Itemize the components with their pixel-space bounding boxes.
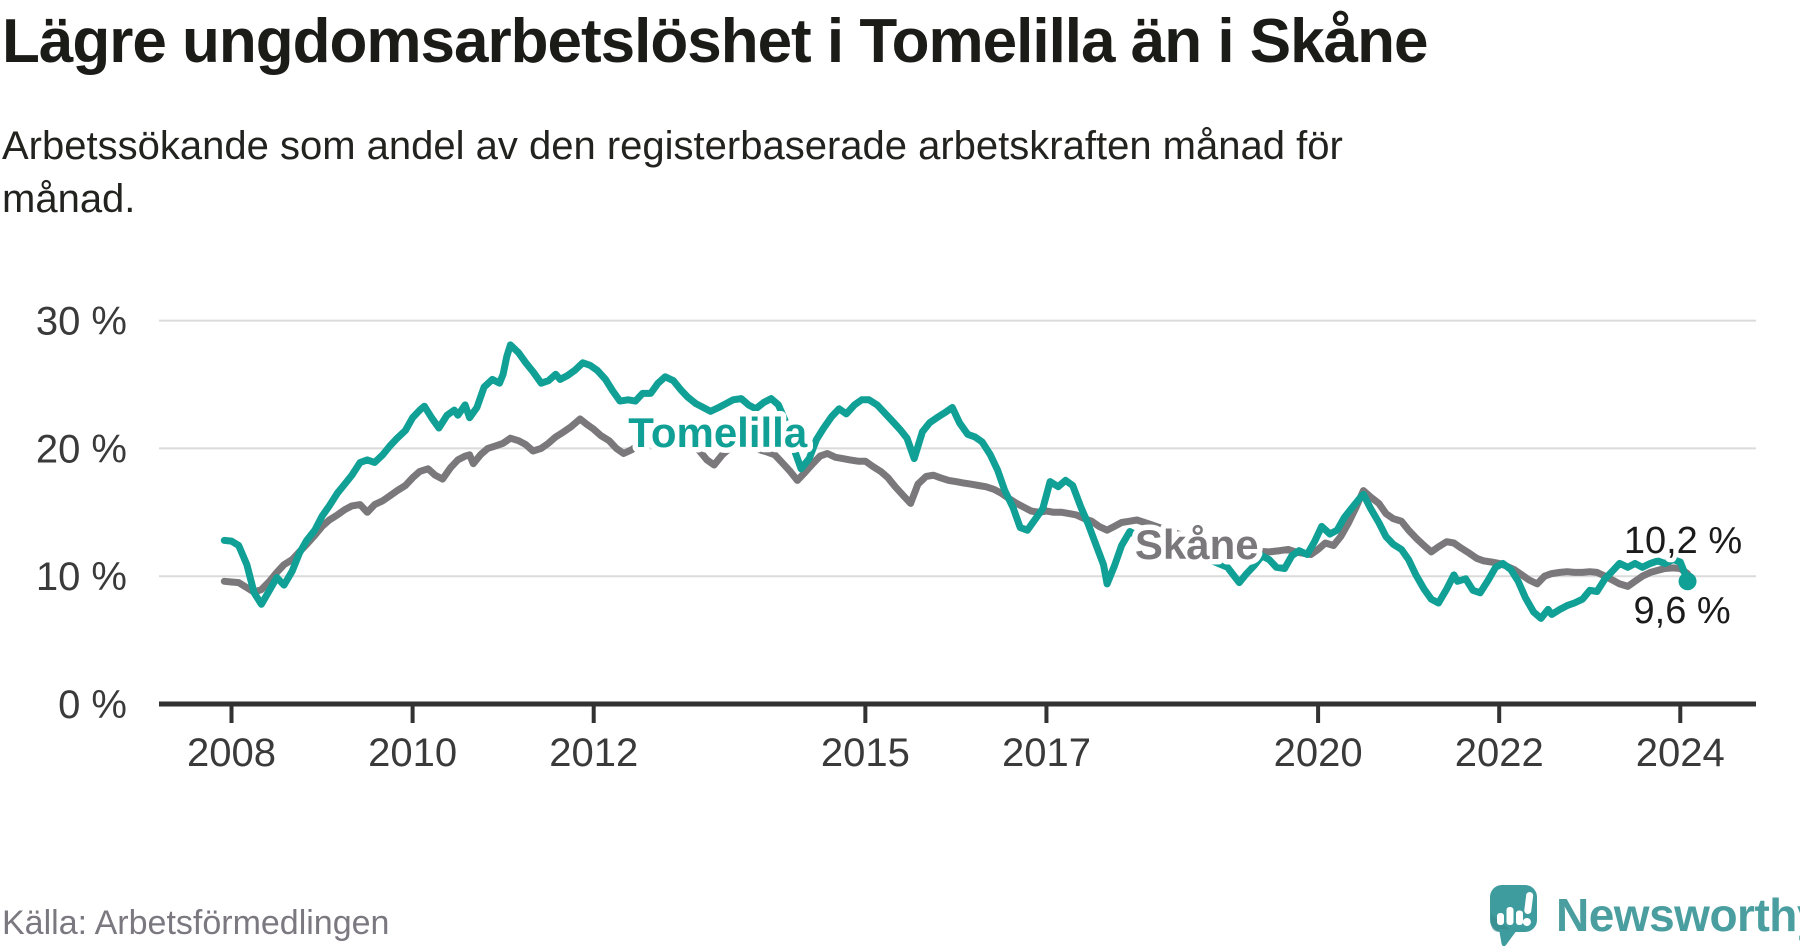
x-tick-label-2017: 2017 <box>1002 731 1091 775</box>
series-label-skne: Skåne <box>1135 521 1259 568</box>
y-tick-label-0: 0 % <box>58 683 127 727</box>
x-tick-label-2022: 2022 <box>1455 731 1544 775</box>
skne-line <box>220 415 1691 596</box>
x-tick-label-2020: 2020 <box>1274 731 1363 775</box>
end-value-label-tomelilla: 9,6 % <box>1634 590 1731 632</box>
y-tick-label-10: 10 % <box>36 555 127 599</box>
series-label-tomelilla: Tomelilla <box>628 409 808 456</box>
newsworthy-logo: Newsworthy <box>1489 884 1800 948</box>
y-tick-label-30: 30 % <box>36 300 127 344</box>
brand-name: Newsworthy <box>1556 889 1800 941</box>
x-tick-label-2010: 2010 <box>368 731 457 775</box>
chart-subtitle: Arbetssökande som andel av den registerb… <box>2 124 1343 221</box>
end-value-label-skne: 10,2 % <box>1624 520 1742 562</box>
tomelilla-line <box>220 341 1691 622</box>
x-tick-label-2008: 2008 <box>187 731 276 775</box>
x-tick-label-2015: 2015 <box>821 731 910 775</box>
x-tick-label-2012: 2012 <box>549 731 638 775</box>
y-tick-label-20: 20 % <box>36 427 127 471</box>
tomelilla-end-dot <box>1678 572 1697 591</box>
source-note: Källa: Arbetsförmedlingen <box>2 904 390 942</box>
x-tick-label-2024: 2024 <box>1636 731 1725 775</box>
newsworthy-logo-icon <box>1490 885 1537 947</box>
page-title: Lägre ungdomsarbetslöshet i Tomelilla än… <box>2 7 1428 76</box>
